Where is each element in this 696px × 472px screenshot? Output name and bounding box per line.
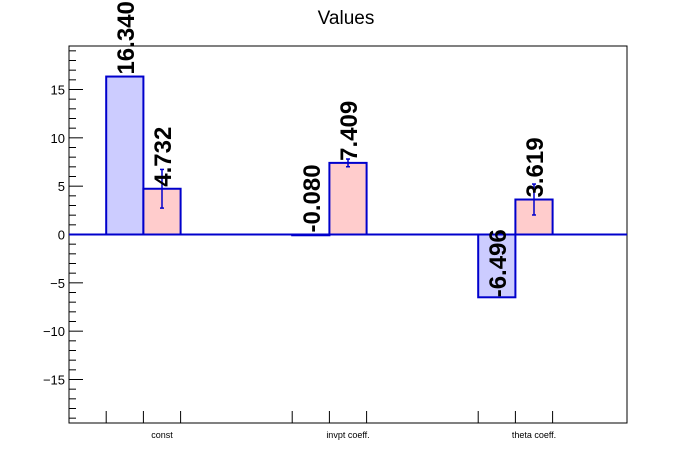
data-label: 16.340 — [113, 1, 140, 74]
y-axis: −15 −10 −5 0 5 10 15 — [43, 50, 83, 419]
y-tick-label: 0 — [58, 228, 65, 243]
data-label: 7.409 — [336, 101, 363, 161]
data-label: -0.080 — [299, 164, 326, 232]
error-bars — [160, 158, 536, 216]
chart-title: Values — [318, 8, 375, 29]
data-label: -6.496 — [485, 229, 512, 297]
data-labels: 16.340 -0.080 -6.496 4.732 7.409 3.619 — [113, 1, 549, 297]
bars — [105, 75, 554, 299]
bar — [105, 75, 145, 236]
x-category-label: theta coeff. — [512, 430, 556, 440]
y-tick-label: −15 — [43, 373, 65, 388]
y-tick-label: 15 — [51, 83, 65, 98]
x-category-label: const — [151, 430, 173, 440]
data-label: 4.732 — [150, 127, 177, 187]
data-label: 3.619 — [522, 137, 549, 197]
y-tick-label: −5 — [50, 276, 65, 291]
x-axis: const invpt coeff. theta coeff. — [105, 411, 556, 440]
x-category-label: invpt coeff. — [326, 430, 369, 440]
bar — [328, 161, 368, 236]
y-tick-label: −10 — [43, 324, 65, 339]
y-tick-label: 10 — [51, 131, 65, 146]
y-tick-label: 5 — [58, 179, 65, 194]
